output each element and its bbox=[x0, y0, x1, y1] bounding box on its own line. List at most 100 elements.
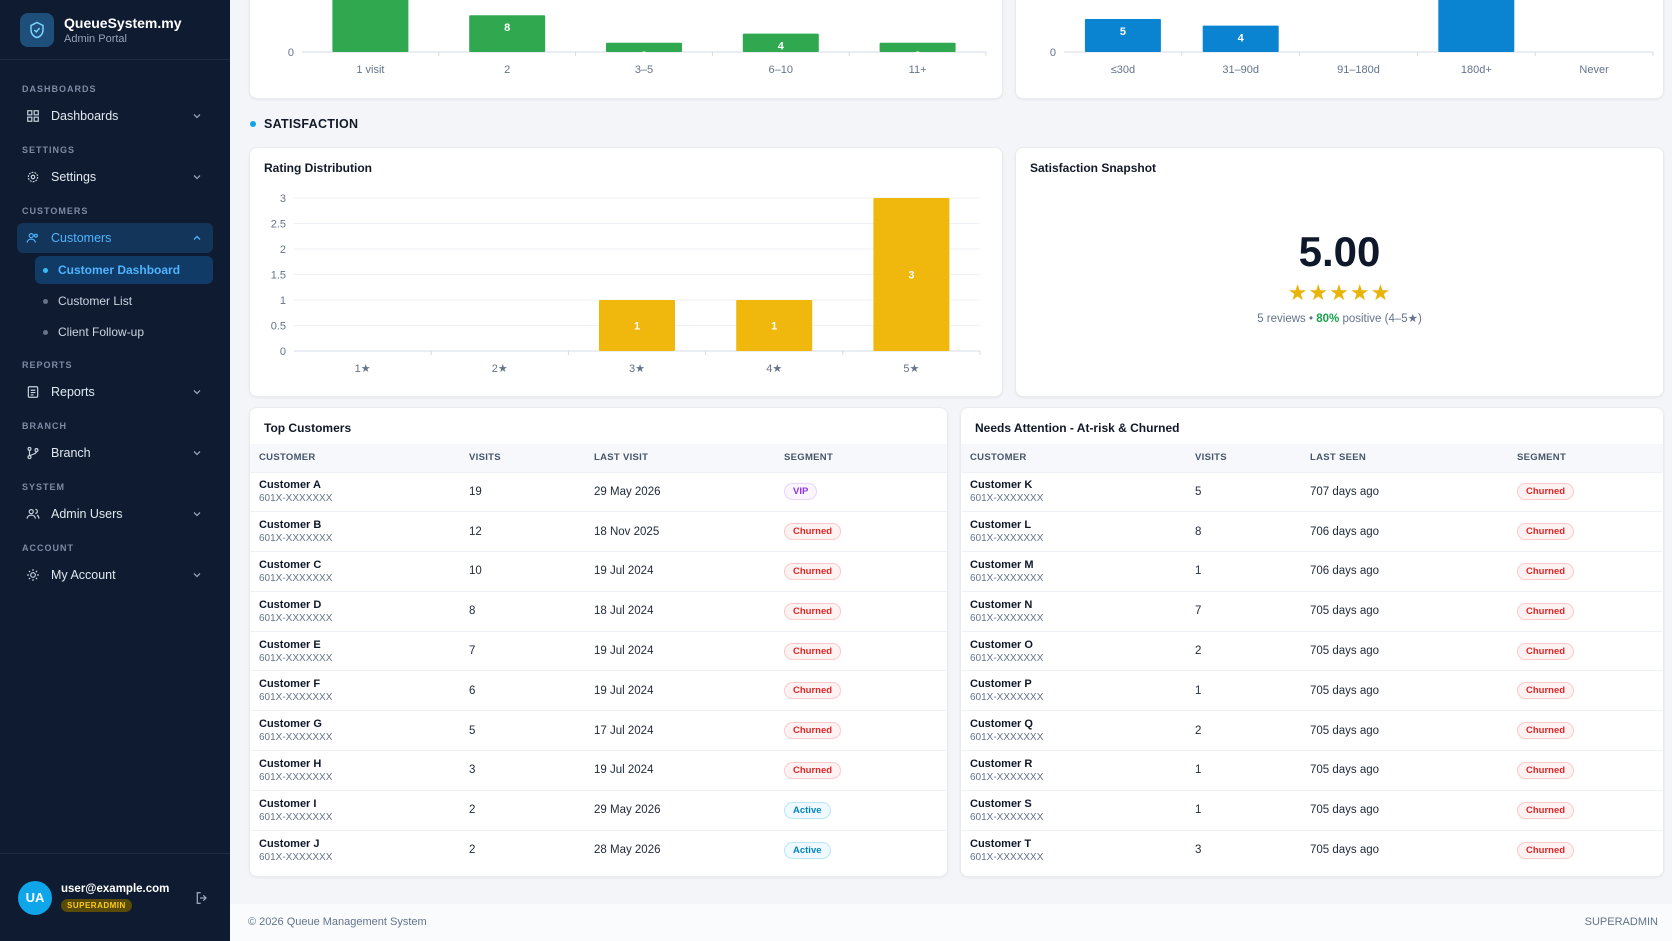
sidebar-item-reports[interactable]: Reports bbox=[17, 377, 213, 407]
table-header-row: CUSTOMER VISITS LAST SEEN SEGMENT bbox=[961, 444, 1663, 472]
customer-cell[interactable]: Customer Q 601X-XXXXXXX bbox=[961, 710, 1186, 751]
table-row[interactable]: Customer J 601X-XXXXXXX 2 28 May 2026 Active bbox=[250, 829, 947, 870]
sidebar-item-admin-users[interactable]: Admin Users bbox=[17, 499, 213, 529]
customer-name[interactable]: Customer B bbox=[259, 519, 322, 532]
sidebar-subitem-customer-dashboard[interactable]: Customer Dashboard bbox=[35, 256, 213, 284]
customer-cell[interactable]: Customer C 601X-XXXXXXX bbox=[250, 551, 460, 592]
x-tick-label: 91–180d bbox=[1337, 64, 1380, 76]
column-header[interactable]: SEGMENT bbox=[775, 444, 947, 472]
date-cell: 706 days ago bbox=[1301, 551, 1508, 592]
customer-cell[interactable]: Customer K 601X-XXXXXXX bbox=[961, 471, 1186, 512]
rating-bar-chart: 0 0.5 1 1.5 2 2.5 3 1★ 2★ 3★ 1 4★ 1 5★ 3 bbox=[271, 193, 981, 375]
customer-name[interactable]: Customer L bbox=[970, 519, 1032, 532]
page-footer: © 2026 Queue Management System SUPERADMI… bbox=[230, 904, 1672, 941]
customer-cell[interactable]: Customer E 601X-XXXXXXX bbox=[250, 630, 460, 671]
column-header[interactable]: CUSTOMER bbox=[961, 444, 1186, 472]
customer-cell[interactable]: Customer R 601X-XXXXXXX bbox=[961, 750, 1186, 791]
table-row[interactable]: Customer O 601X-XXXXXXX 2 705 days ago Churn… bbox=[961, 630, 1663, 671]
sidebar-item-my-account[interactable]: My Account bbox=[17, 560, 213, 590]
customer-name[interactable]: Customer C bbox=[259, 558, 322, 571]
needs-attention-table: CUSTOMER VISITS LAST SEEN SEGMENT Custom… bbox=[961, 444, 1663, 870]
table-row[interactable]: Customer S 601X-XXXXXXX 1 705 days ago Churn… bbox=[961, 789, 1663, 831]
table-row[interactable]: Customer R 601X-XXXXXXX 1 705 days ago Churn… bbox=[961, 750, 1663, 791]
customer-name[interactable]: Customer R bbox=[970, 757, 1033, 770]
table-row[interactable]: Customer L 601X-XXXXXXX 8 706 days ago Churn… bbox=[961, 511, 1663, 552]
customer-cell[interactable]: Customer O 601X-XXXXXXX bbox=[961, 630, 1186, 671]
sidebar-item-label: My Account bbox=[51, 568, 116, 582]
y-tick-label: 0 bbox=[280, 346, 286, 358]
customer-cell[interactable]: Customer G 601X-XXXXXXX bbox=[250, 710, 460, 751]
table-row[interactable]: Customer P 601X-XXXXXXX 1 705 days ago Churn… bbox=[961, 670, 1663, 711]
table-row[interactable]: Customer E 601X-XXXXXXX 7 19 Jul 2024 Churne… bbox=[250, 630, 947, 671]
customer-name[interactable]: Customer N bbox=[970, 598, 1033, 611]
table-row[interactable]: Customer G 601X-XXXXXXX 5 17 Jul 2024 Churne… bbox=[250, 710, 947, 751]
table-row[interactable]: Customer M 601X-XXXXXXX 1 706 days ago Churn… bbox=[961, 551, 1663, 592]
table-row[interactable]: Customer I 601X-XXXXXXX 2 29 May 2026 Active bbox=[250, 789, 947, 831]
customer-cell[interactable]: Customer H 601X-XXXXXXX bbox=[250, 750, 460, 791]
customer-name[interactable]: Customer P bbox=[970, 678, 1032, 691]
customer-cell[interactable]: Customer S 601X-XXXXXXX bbox=[961, 789, 1186, 831]
table-row[interactable]: Customer T 601X-XXXXXXX 3 705 days ago Churn… bbox=[961, 829, 1663, 870]
visits-bar-chart: 0 1 visit 2 8 3–5 2 6–10 4 11+ 2 bbox=[288, 0, 987, 76]
customer-cell[interactable]: Customer F 601X-XXXXXXX bbox=[250, 670, 460, 711]
customer-name[interactable]: Customer D bbox=[259, 598, 322, 611]
customer-name[interactable]: Customer K bbox=[970, 479, 1033, 492]
logout-icon[interactable] bbox=[194, 890, 210, 911]
sidebar-item-customers[interactable]: Customers bbox=[17, 223, 213, 253]
customer-name[interactable]: Customer S bbox=[970, 797, 1032, 810]
customer-name[interactable]: Customer H bbox=[259, 757, 322, 770]
customer-cell[interactable]: Customer I 601X-XXXXXXX bbox=[250, 789, 460, 831]
customer-name[interactable]: Customer J bbox=[259, 837, 320, 850]
needs-attention-card: Needs Attention - At-risk & Churned CUST… bbox=[960, 407, 1664, 877]
visits-cell: 1 bbox=[1186, 789, 1301, 831]
sidebar-subitem-customer-list[interactable]: Customer List bbox=[35, 287, 213, 315]
customer-cell[interactable]: Customer J 601X-XXXXXXX bbox=[250, 829, 460, 870]
customer-name[interactable]: Customer Q bbox=[970, 718, 1033, 731]
chevron-down-icon bbox=[191, 569, 203, 584]
table-row[interactable]: Customer A 601X-XXXXXXX 19 29 May 2026 VIP bbox=[250, 471, 947, 512]
customer-cell[interactable]: Customer M 601X-XXXXXXX bbox=[961, 551, 1186, 592]
customer-name[interactable]: Customer I bbox=[259, 797, 317, 810]
table-row[interactable]: Customer F 601X-XXXXXXX 6 19 Jul 2024 Churne… bbox=[250, 670, 947, 711]
customer-name[interactable]: Customer O bbox=[970, 638, 1033, 651]
sidebar-subitem-client-followup[interactable]: Client Follow-up bbox=[35, 318, 213, 346]
customer-name[interactable]: Customer F bbox=[259, 678, 321, 691]
customer-cell[interactable]: Customer N 601X-XXXXXXX bbox=[961, 590, 1186, 632]
table-row[interactable]: Customer Q 601X-XXXXXXX 2 705 days ago Churn… bbox=[961, 710, 1663, 751]
sidebar-item-label: Dashboards bbox=[51, 109, 119, 123]
column-header[interactable]: SEGMENT bbox=[1508, 444, 1663, 472]
table-row[interactable]: Customer B 601X-XXXXXXX 12 18 Nov 2025 Churn… bbox=[250, 511, 947, 552]
customer-cell[interactable]: Customer L 601X-XXXXXXX bbox=[961, 511, 1186, 552]
column-header[interactable]: VISITS bbox=[1186, 444, 1301, 472]
customer-name[interactable]: Customer E bbox=[259, 638, 321, 651]
x-tick-label: 6–10 bbox=[769, 64, 793, 76]
star-rating-icon: ★★★★★ bbox=[1287, 280, 1392, 305]
column-header[interactable]: VISITS bbox=[460, 444, 585, 472]
section-satisfaction: SATISFACTION bbox=[250, 117, 358, 131]
customer-name[interactable]: Customer M bbox=[970, 558, 1034, 571]
avatar[interactable]: UA bbox=[18, 880, 52, 915]
customer-cell[interactable]: Customer T 601X-XXXXXXX bbox=[961, 829, 1186, 870]
customer-name[interactable]: Customer A bbox=[259, 479, 321, 492]
customer-cell[interactable]: Customer A 601X-XXXXXXX bbox=[250, 471, 460, 512]
table-row[interactable]: Customer C 601X-XXXXXXX 10 19 Jul 2024 Churn… bbox=[250, 551, 947, 592]
snapshot-summary: 5 reviews • 80% positive (4–5★) bbox=[1016, 311, 1663, 325]
table-row[interactable]: Customer K 601X-XXXXXXX 5 707 days ago Churn… bbox=[961, 471, 1663, 512]
customer-name[interactable]: Customer T bbox=[970, 837, 1032, 850]
customer-cell[interactable]: Customer B 601X-XXXXXXX bbox=[250, 511, 460, 552]
sun-icon bbox=[25, 567, 41, 583]
brand[interactable]: QueueSystem.my Admin Portal bbox=[0, 0, 230, 60]
column-header[interactable]: CUSTOMER bbox=[250, 444, 460, 472]
sidebar-item-dashboards[interactable]: Dashboards bbox=[17, 101, 213, 131]
column-header[interactable]: LAST VISIT bbox=[585, 444, 775, 472]
table-row[interactable]: Customer H 601X-XXXXXXX 3 19 Jul 2024 Churne… bbox=[250, 750, 947, 791]
table-row[interactable]: Customer N 601X-XXXXXXX 7 705 days ago Churn… bbox=[961, 590, 1663, 632]
customer-cell[interactable]: Customer P 601X-XXXXXXX bbox=[961, 670, 1186, 711]
sidebar-item-settings[interactable]: Settings bbox=[17, 162, 213, 192]
customer-cell[interactable]: Customer D 601X-XXXXXXX bbox=[250, 590, 460, 632]
column-header[interactable]: LAST SEEN bbox=[1301, 444, 1508, 472]
sidebar-item-branch[interactable]: Branch bbox=[17, 438, 213, 468]
customer-name[interactable]: Customer G bbox=[259, 718, 322, 731]
customer-phone: 601X-XXXXXXX bbox=[259, 572, 333, 584]
table-row[interactable]: Customer D 601X-XXXXXXX 8 18 Jul 2024 Churne… bbox=[250, 590, 947, 632]
